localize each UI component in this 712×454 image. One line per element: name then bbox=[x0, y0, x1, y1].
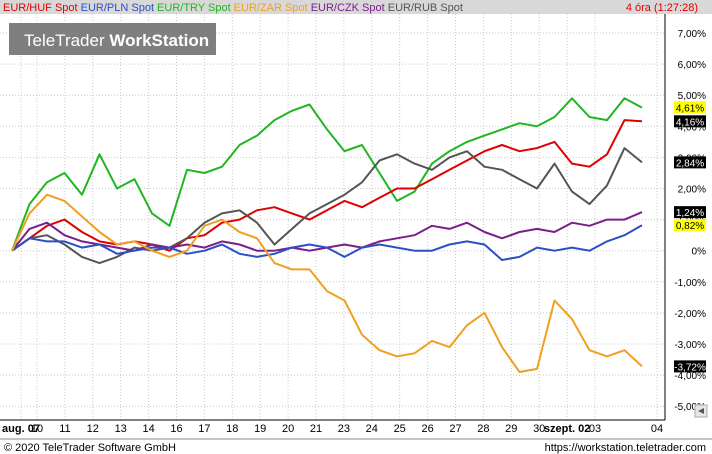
x-tick-label: 28 bbox=[477, 423, 489, 435]
last-value-label: -3,72% bbox=[674, 360, 706, 373]
x-tick-label: 18 bbox=[226, 423, 238, 435]
x-tick-label: 11 bbox=[59, 423, 70, 435]
y-tick-label: -1,00% bbox=[674, 278, 706, 289]
svg-text:1,24%: 1,24% bbox=[676, 208, 704, 219]
y-tick-label: -3,00% bbox=[674, 340, 706, 351]
y-tick-label: 7,00% bbox=[678, 29, 706, 40]
legend-item[interactable]: EUR/RUB Spot bbox=[385, 2, 463, 14]
y-tick-label: 0% bbox=[692, 247, 707, 258]
x-tick-label: 25 bbox=[394, 423, 406, 435]
x-tick-label: 23 bbox=[338, 423, 350, 435]
x-tick-label: 17 bbox=[198, 423, 210, 435]
x-tick-label: 12 bbox=[87, 423, 99, 435]
x-tick-label: szept. 02 bbox=[544, 423, 590, 435]
last-value-label: 1,24% bbox=[674, 206, 706, 219]
x-tick-label: aug. 07 bbox=[2, 423, 40, 435]
y-tick-label: 5,00% bbox=[678, 91, 706, 102]
watermark-box bbox=[9, 23, 216, 55]
y-tick-label: -2,00% bbox=[674, 309, 706, 320]
x-tick-label: 30 bbox=[533, 423, 545, 435]
x-tick-label: 29 bbox=[505, 423, 517, 435]
legend-item[interactable]: EUR/CZK Spot bbox=[308, 2, 385, 14]
x-tick-label: 19 bbox=[254, 423, 266, 435]
series-line bbox=[11, 97, 643, 252]
y-tick-label: -5,00% bbox=[674, 402, 706, 413]
x-tick-label: 03 bbox=[589, 423, 601, 435]
footer-copyright: © 2020 TeleTrader Software GmbH bbox=[4, 442, 176, 454]
time-label: 4 óra (1:27:28) bbox=[626, 2, 698, 14]
x-tick-label: 04 bbox=[651, 423, 663, 435]
legend-item[interactable]: EUR/TRY Spot bbox=[154, 2, 231, 14]
watermark: TeleTrader WorkStation bbox=[24, 31, 209, 50]
x-tick-label: 14 bbox=[142, 423, 154, 435]
last-value-label: 2,84% bbox=[674, 156, 706, 169]
legend: EUR/HUF Spot EUR/PLN Spot EUR/TRY Spot E… bbox=[3, 2, 463, 14]
svg-text:-3,72%: -3,72% bbox=[674, 362, 706, 373]
legend-item[interactable]: EUR/HUF Spot bbox=[3, 2, 78, 14]
x-tick-label: 10 bbox=[31, 423, 43, 435]
x-tick-label: 13 bbox=[115, 423, 127, 435]
x-tick-label: 26 bbox=[421, 423, 433, 435]
series-line bbox=[11, 193, 643, 373]
last-value-label: 0,82% bbox=[674, 219, 706, 232]
legend-item[interactable]: EUR/ZAR Spot bbox=[231, 2, 308, 14]
last-value-labels: 4,61% 4,16% 2,84% 1,24% 0,82% -3,72% bbox=[674, 101, 706, 373]
x-tick-label: 20 bbox=[282, 423, 294, 435]
series-line bbox=[11, 224, 643, 261]
svg-text:4,61%: 4,61% bbox=[676, 103, 704, 114]
footer-url[interactable]: https://workstation.teletrader.com bbox=[545, 442, 706, 454]
svg-text:2,84%: 2,84% bbox=[676, 158, 704, 169]
series-line bbox=[11, 147, 643, 265]
header-bar bbox=[0, 0, 712, 14]
last-value-label: 4,16% bbox=[674, 115, 706, 128]
legend-item[interactable]: EUR/PLN Spot bbox=[78, 2, 154, 14]
last-value-label: 4,61% bbox=[674, 101, 706, 114]
y-tick-label: 4,00% bbox=[678, 122, 706, 133]
svg-text:4,16%: 4,16% bbox=[676, 117, 704, 128]
y-tick-label: 6,00% bbox=[678, 60, 706, 71]
x-tick-label: 24 bbox=[366, 423, 378, 435]
x-tick-label: 21 bbox=[310, 423, 322, 435]
x-tick-label: 27 bbox=[449, 423, 461, 435]
x-tick-label: 16 bbox=[170, 423, 182, 435]
y-tick-label: -4,00% bbox=[674, 371, 706, 382]
scroll-arrow-icon[interactable] bbox=[694, 404, 708, 418]
series-lines bbox=[11, 97, 643, 373]
svg-text:0,82%: 0,82% bbox=[676, 221, 704, 232]
y-tick-label: 2,00% bbox=[678, 185, 706, 196]
